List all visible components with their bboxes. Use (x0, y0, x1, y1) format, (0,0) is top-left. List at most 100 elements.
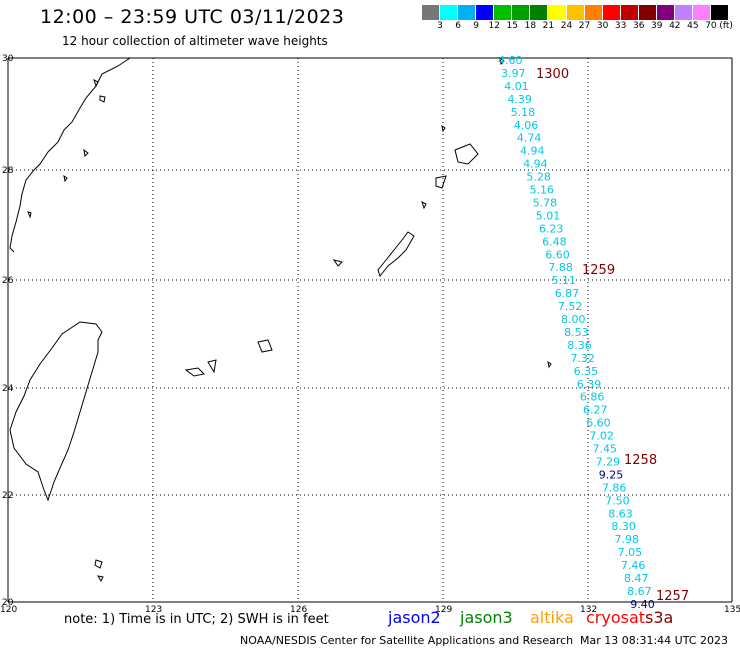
credit-line: NOAA/NESDIS Center for Satellite Applica… (240, 634, 574, 647)
scale-label: 18 (524, 21, 537, 31)
land-outlines (9, 56, 552, 583)
wave-height-label: 7.02 (589, 430, 614, 443)
scale-label: 15 (506, 21, 519, 31)
lat-label: 30 (2, 54, 14, 64)
scale-label: 6 (455, 21, 461, 31)
wave-height-label: 8.67 (627, 585, 652, 598)
lon-label: 120 (0, 605, 17, 615)
wave-height-label: 8.00 (561, 313, 586, 326)
wave-height-label: 7.46 (621, 559, 646, 572)
map-subtitle: 12 hour collection of altimeter wave hei… (62, 34, 328, 48)
kyushu-islands (435, 143, 479, 189)
lat-lon-grid (7, 57, 733, 603)
wave-height-label: 5.18 (511, 106, 535, 119)
scale-label: 27 (578, 21, 591, 31)
scale-label: (ft) (719, 21, 733, 31)
scale-swatch-5 (512, 5, 531, 20)
lat-label: 26 (2, 276, 14, 286)
wave-height-label: 4.01 (504, 80, 529, 93)
lon-label: 126 (290, 605, 307, 615)
wave-height-label: 6.86 (580, 391, 605, 404)
lat-label: 24 (2, 384, 14, 394)
scale-swatch-6 (530, 5, 549, 20)
wave-height-label: 6.87 (555, 287, 580, 300)
lat-label: 22 (2, 491, 13, 501)
wave-height-label: 5.01 (536, 209, 561, 222)
small-islands (94, 56, 552, 583)
wave-height-label: 4.60 (498, 54, 523, 67)
wave-height-label: 6.60 (545, 248, 570, 261)
wave-height-label: 6.27 (583, 404, 608, 417)
wave-height-color-scale: 3 6 9 12 15 18 21 24 27 30 33 36 39 42 45 70 (ft) (422, 5, 733, 33)
scale-label: 3 (437, 21, 443, 31)
wave-height-label: 7.50 (605, 494, 630, 507)
footnote: note: 1) Time is in UTC; 2) SWH is in fe… (64, 612, 329, 627)
scale-swatch-7 (548, 5, 567, 20)
scale-swatch-9 (584, 5, 603, 20)
scale-swatch-14 (674, 5, 693, 20)
scale-swatch-10 (602, 5, 621, 20)
scale-label: 12 (488, 21, 500, 31)
wave-height-label: 8.53 (564, 326, 589, 339)
satellite-track: 4.603.974.014.395.184.064.744.944.945.28… (498, 54, 655, 611)
scale-swatch-12 (638, 5, 657, 20)
wave-height-label: 9.40 (630, 598, 655, 611)
scale-swatch-8 (566, 5, 585, 20)
wave-height-label: 7.88 (548, 261, 573, 274)
scale-swatch-11 (620, 5, 639, 20)
wave-height-label: 7.86 (602, 481, 627, 494)
scale-swatch-0 (422, 5, 441, 20)
lon-label: 132 (580, 605, 597, 615)
wave-height-label: 7.52 (558, 300, 583, 313)
wave-height-label: 7.05 (618, 546, 643, 559)
scale-swatch-15 (692, 5, 711, 20)
scale-label: 36 (632, 21, 645, 31)
track-time-label: 1258 (624, 453, 657, 468)
scale-swatch-4 (494, 5, 513, 20)
legend-cryosat: cryosat (586, 608, 646, 627)
wave-height-label: 6.39 (577, 378, 602, 391)
lon-label: 135 (724, 605, 740, 615)
wave-height-label: 7.45 (593, 443, 618, 456)
coastal-islets (27, 79, 106, 219)
wave-height-label: 7.32 (570, 352, 595, 365)
china-coastline (9, 57, 131, 253)
scale-swatch-1 (440, 5, 459, 20)
wave-height-label: 7.29 (596, 455, 621, 468)
scale-swatch-13 (656, 5, 675, 20)
wave-height-label: 6.23 (539, 222, 564, 235)
lat-label: 20 (2, 598, 14, 608)
wave-height-label: 9.25 (599, 468, 624, 481)
lat-label: 28 (2, 166, 14, 176)
wave-height-label: 3.97 (501, 67, 526, 80)
color-scale-labels: 3 6 9 12 15 18 21 24 27 30 33 36 39 42 45 70 (ft) (422, 20, 733, 32)
scale-label: 30 (596, 21, 609, 31)
legend-s3a: s3a (645, 608, 674, 627)
scale-label: 70 (705, 21, 717, 31)
wave-height-label: 6.35 (574, 365, 599, 378)
wave-height-label: 4.06 (514, 119, 539, 132)
scale-label: 33 (614, 21, 627, 31)
axis-labels: 120 123 126 129 132 135 30 28 26 24 22 20 (0, 54, 740, 615)
wave-height-label: 4.74 (517, 132, 542, 145)
miyako-yaeyama-islands (184, 259, 343, 377)
track-time-label: 1257 (656, 589, 689, 604)
lon-label: 123 (145, 605, 162, 615)
legend-jason3: jason3 (460, 608, 513, 627)
legend-jason2: jason2 (388, 608, 441, 627)
wave-height-label: 4.94 (520, 145, 545, 158)
scale-swatch-16 (711, 5, 730, 20)
wave-height-label: 6.60 (586, 417, 611, 430)
taiwan-outline (9, 321, 103, 502)
track-time-label: 1300 (536, 67, 569, 82)
wave-height-label: 5.16 (530, 184, 555, 197)
wave-height-label: 7.98 (615, 533, 640, 546)
scale-label: 21 (542, 21, 555, 31)
wave-height-label: 5.28 (526, 171, 551, 184)
wave-height-label: 8.63 (608, 507, 633, 520)
wave-height-label: 4.39 (507, 93, 532, 106)
track-time-label: 1259 (582, 263, 615, 278)
wave-height-label: 8.36 (567, 339, 592, 352)
generated-timestamp: Mar 13 08:31:44 UTC 2023 (580, 634, 728, 647)
